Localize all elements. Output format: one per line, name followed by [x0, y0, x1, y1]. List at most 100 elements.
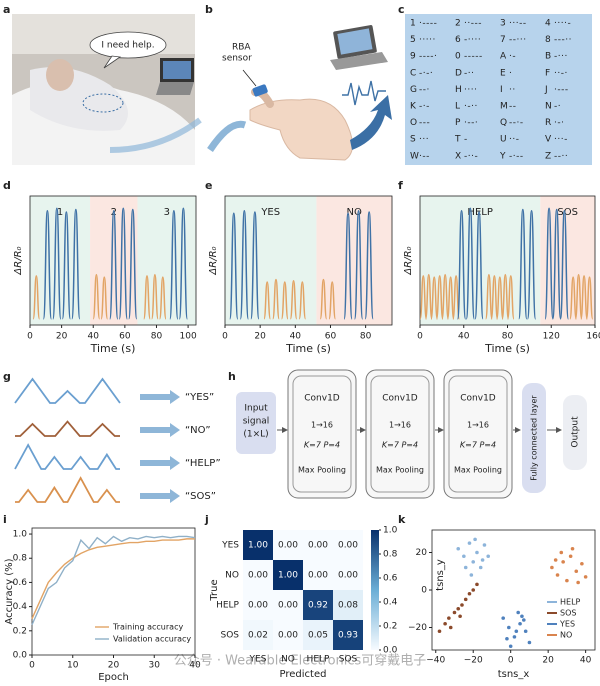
cell-label: 0.08 — [338, 601, 358, 611]
signal-peak — [61, 211, 72, 320]
legend-label: Training accuracy — [112, 623, 183, 632]
morse-char: I — [500, 85, 503, 95]
x-tick-label: 20 — [108, 661, 120, 671]
scatter-point — [565, 578, 569, 583]
signal-peak — [526, 209, 537, 320]
heatmap-cell — [303, 530, 333, 560]
signal-peak — [501, 273, 510, 320]
block-kernel: K=7 P=4 — [304, 441, 340, 450]
scatter-point — [516, 610, 520, 615]
conv-inner — [448, 375, 508, 493]
y-axis-label: tsns_y — [435, 559, 446, 591]
panel-label: i — [3, 513, 7, 526]
x-tick-label: 120 — [543, 332, 560, 342]
signal-peak — [559, 209, 570, 320]
morse-char: H — [455, 85, 462, 95]
region — [316, 196, 392, 325]
signal-peak — [446, 276, 455, 320]
scatter-point — [437, 629, 442, 634]
morse-code: ···· — [464, 85, 477, 95]
heatmap-cell — [243, 590, 273, 620]
x-tick-label: 40 — [290, 332, 302, 342]
scatter-point — [583, 575, 588, 579]
signal-peak — [569, 276, 578, 320]
y-tick-label: 0.8 — [13, 554, 28, 564]
x-tick-label: 20 — [542, 656, 554, 666]
signal-peak — [474, 211, 484, 320]
cell-label: 0.00 — [248, 601, 268, 611]
block-pool: Max Pooling — [454, 466, 502, 475]
x-tick-label: 20 — [56, 332, 68, 342]
block-pool: Max Pooling — [298, 466, 346, 475]
morse-code: ····- — [554, 19, 571, 29]
x-tick-label: 0 — [417, 332, 423, 342]
x-tick-label: 0 — [29, 661, 35, 671]
scatter-point — [508, 644, 513, 649]
block-kernel: K=7 P=4 — [382, 441, 418, 450]
block-channels: 1→16 — [467, 421, 489, 430]
morse-code: -·-· — [419, 68, 433, 78]
x-axis-label: Time (s) — [285, 342, 331, 355]
scatter-point — [574, 569, 579, 574]
cell-label: 0.00 — [248, 571, 268, 581]
morse-code: ---·· — [554, 35, 572, 45]
scatter-point — [486, 554, 491, 559]
signal-peak — [495, 276, 504, 320]
heatmap-cell — [303, 560, 333, 590]
morse-code: --·- — [509, 118, 524, 128]
morse-char: R — [545, 118, 551, 128]
signal-peak — [328, 281, 337, 320]
x-tick-label: 80 — [151, 332, 163, 342]
output-label: Output — [571, 416, 581, 448]
morse-code: ·-- — [419, 151, 430, 161]
scatter-point — [518, 621, 522, 626]
block-title: Conv1D — [382, 394, 418, 404]
morse-char: U — [500, 135, 507, 145]
panel-label: j — [204, 513, 209, 526]
morse-table — [405, 14, 592, 165]
signal-peak — [92, 273, 101, 320]
panel-label: b — [205, 3, 213, 16]
region-label: NO — [347, 207, 362, 218]
morse-char: M — [500, 102, 508, 112]
cell-label: 0.00 — [278, 601, 298, 611]
block-channels: 1→16 — [311, 421, 333, 430]
morse-code: ·---- — [419, 19, 437, 29]
morse-code: -··- — [464, 151, 478, 161]
illustration: RBA sensor — [207, 25, 392, 161]
colorbar-tick-label: 0.8 — [383, 550, 398, 560]
scatter-point — [452, 610, 457, 615]
x-tick-label: −20 — [464, 656, 483, 666]
scatter-point — [520, 614, 524, 619]
morse-char: 4 — [545, 19, 551, 29]
morse-code: -- — [509, 102, 517, 112]
morse-code: ·--· — [464, 118, 478, 128]
y-axis-label: ΔR/R₀ — [403, 246, 414, 275]
gesture-waveform — [14, 377, 121, 404]
signal-peak — [319, 278, 328, 320]
y-tick-label: 0.6 — [13, 578, 28, 588]
heatmap-cell — [273, 530, 303, 560]
plot-frame — [224, 195, 393, 326]
colorbar-tick-label: 0.4 — [383, 598, 398, 608]
panel-label: e — [205, 179, 212, 192]
panel-label: a — [3, 3, 10, 16]
morse-code: --··· — [509, 35, 527, 45]
heatmap-cell — [333, 590, 363, 620]
signal-peak — [229, 212, 239, 320]
heatmap-cell — [243, 560, 273, 590]
morse-char: 6 — [455, 35, 461, 45]
legend-label: NO — [560, 631, 572, 640]
x-axis-label: Predicted — [280, 669, 327, 680]
morse-code: ···- — [554, 135, 568, 145]
scatter-point — [471, 588, 476, 592]
cell-label: 1.00 — [248, 541, 268, 551]
scatter-point — [473, 537, 477, 542]
scatter-point — [561, 560, 565, 564]
morse-code: -·· — [464, 68, 474, 78]
block-title: Conv1D — [460, 394, 496, 404]
heatmap-cell — [303, 590, 333, 620]
morse-code: ··- — [509, 135, 519, 145]
input-box — [236, 392, 276, 454]
x-axis-label: Time (s) — [484, 342, 530, 355]
